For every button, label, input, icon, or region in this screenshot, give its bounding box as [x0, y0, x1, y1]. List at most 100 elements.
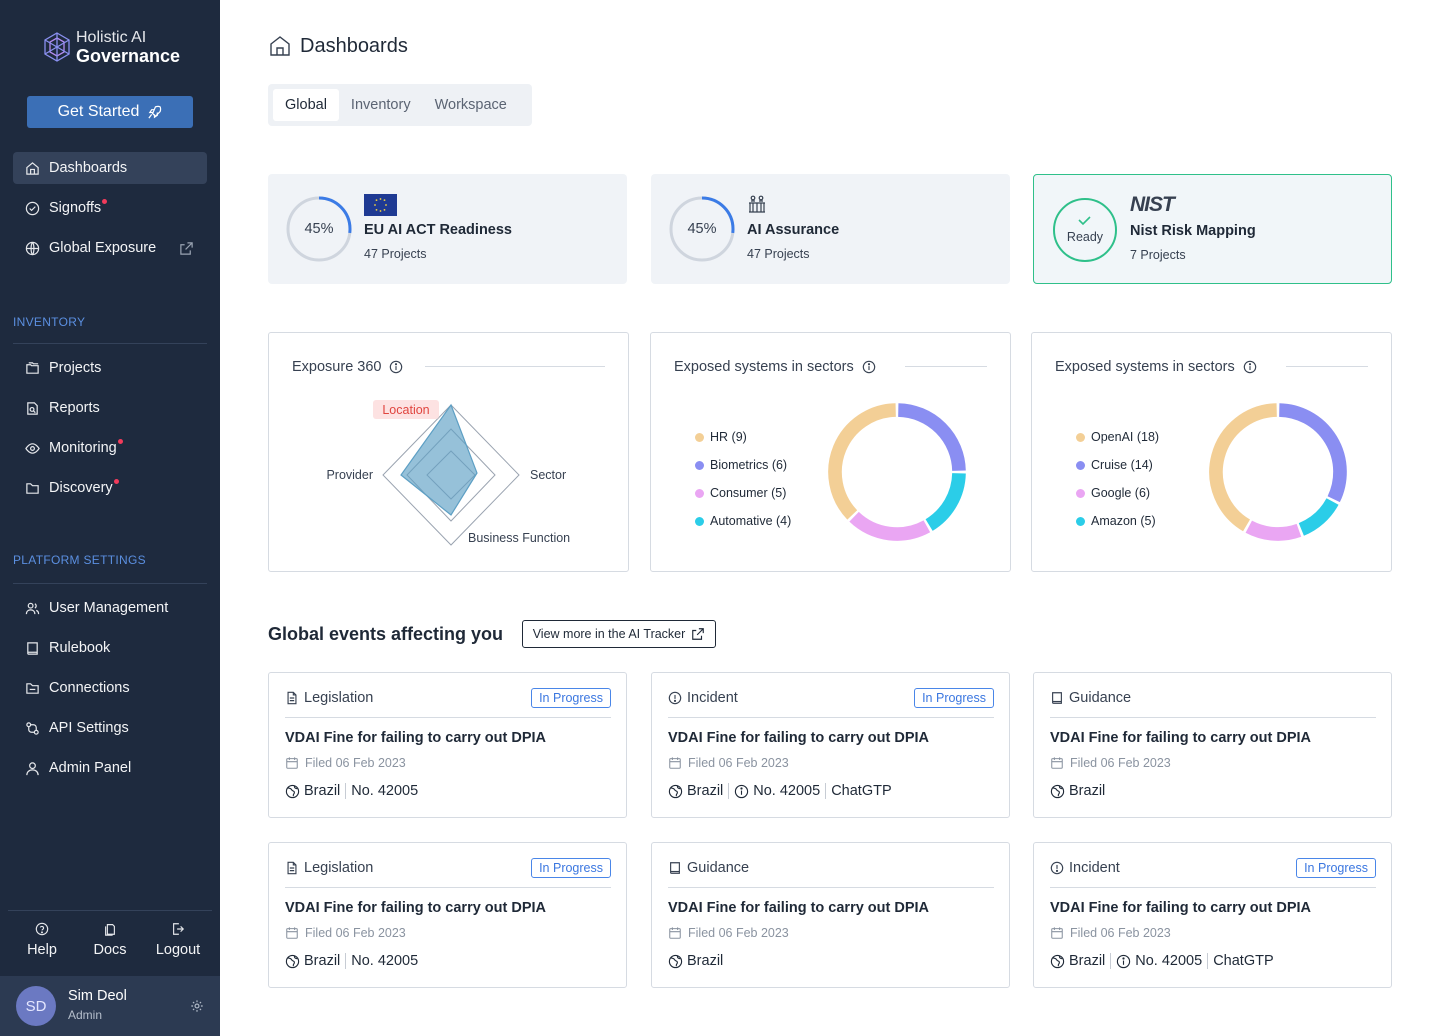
event-country: Brazil [304, 783, 341, 799]
donut-slice-hr[interactable] [828, 403, 897, 520]
legend-swatch [1076, 488, 1085, 498]
globe-icon [668, 784, 683, 798]
chart-title-text: Exposure 360 [292, 359, 382, 375]
chart-title: Exposed systems in sectors [1055, 359, 1257, 375]
event-title[interactable]: VDAI Fine for failing to carry out DPIA [668, 900, 930, 916]
tab-inventory[interactable]: Inventory [350, 97, 411, 113]
globe-icon [1050, 784, 1065, 798]
event-system: ChatGTP [1213, 953, 1274, 969]
sidebar-item-dashboards[interactable]: Dashboards [13, 152, 207, 184]
legend-item: Consumer (5) [695, 479, 791, 507]
event-card[interactable]: Legislation In Progress VDAI Fine for fail… [268, 672, 627, 818]
event-title[interactable]: VDAI Fine for failing to carry out DPIA [1050, 900, 1312, 916]
donut-slice-amazon[interactable] [1298, 497, 1339, 536]
event-type-label: Guidance [687, 860, 750, 876]
help-link[interactable]: Help [12, 922, 72, 958]
event-title[interactable]: VDAI Fine for failing to carry out DPIA [1050, 730, 1312, 746]
meta-separator [728, 783, 730, 799]
document-icon [287, 691, 297, 705]
donut-slice-consumer[interactable] [849, 511, 931, 541]
meta-separator [345, 783, 347, 799]
sidebar-item-label: Discovery [49, 480, 113, 496]
legend-label: Cruise (14) [1091, 458, 1153, 472]
event-type: Legislation [285, 690, 373, 706]
filed-text: Filed 06 Feb 2023 [1070, 926, 1171, 940]
legend-swatch [695, 460, 704, 470]
brand-name: Holistic AI [76, 29, 147, 46]
event-meta: Brazil No. 42005 ChatGTP [1050, 953, 1274, 969]
sidebar-item-label: User Management [49, 600, 169, 616]
sidebar-item-rulebook[interactable]: Rulebook [13, 632, 207, 664]
event-card[interactable]: Incident In Progress VDAI Fine for failing… [1033, 842, 1392, 988]
event-title[interactable]: VDAI Fine for failing to carry out DPIA [668, 730, 930, 746]
sidebar-item-admin-panel[interactable]: Admin Panel [13, 752, 207, 784]
card-divider [668, 887, 994, 888]
eu-ai-act-card[interactable]: 45% EU AI ACT Readiness 47 Projects [268, 174, 627, 284]
meta-separator [1207, 953, 1209, 969]
event-country: Brazil [1069, 783, 1106, 799]
event-filed-date: Filed 06 Feb 2023 [668, 926, 789, 940]
tab-global[interactable]: Global [273, 89, 339, 121]
filed-text: Filed 06 Feb 2023 [688, 756, 789, 770]
platform-settings-section-label: PLATFORM SETTINGS [13, 553, 146, 567]
donut-slice-openai[interactable] [1209, 403, 1278, 532]
event-title[interactable]: VDAI Fine for failing to carry out DPIA [285, 730, 547, 746]
ai-assurance-card[interactable]: 45% AI Assurance 47 Projects [651, 174, 1010, 284]
event-card[interactable]: Legislation In Progress VDAI Fine for fail… [268, 842, 627, 988]
eye-icon [25, 442, 40, 454]
gear-icon[interactable] [190, 999, 204, 1013]
legend-swatch [695, 432, 704, 442]
sidebar-item-connections[interactable]: Connections [13, 672, 207, 704]
event-number: No. 42005 [1135, 953, 1203, 969]
ai-tracker-button[interactable]: View more in the AI Tracker [522, 620, 716, 648]
event-country: Brazil [687, 953, 724, 969]
sidebar-item-api-settings[interactable]: API Settings [13, 712, 207, 744]
event-filed-date: Filed 06 Feb 2023 [1050, 756, 1171, 770]
users-icon [25, 602, 40, 614]
calendar-icon [286, 927, 298, 939]
legend-label: Biometrics (6) [710, 458, 788, 472]
docs-link[interactable]: Docs [80, 922, 140, 958]
sidebar-item-reports[interactable]: Reports [13, 392, 207, 424]
info-icon[interactable] [389, 360, 403, 374]
info-icon[interactable] [862, 360, 876, 374]
sidebar-item-discovery[interactable]: Discovery [13, 472, 207, 504]
filed-text: Filed 06 Feb 2023 [305, 926, 406, 940]
event-card[interactable]: Guidance VDAI Fine for failing to carry o… [1033, 672, 1392, 818]
donut-slice-google[interactable] [1245, 520, 1302, 541]
donut-slice-automative[interactable] [925, 472, 966, 531]
legend-swatch [695, 488, 704, 498]
get-started-button[interactable]: Get Started [27, 96, 193, 128]
notification-dot [113, 478, 119, 484]
sidebar-item-signoffs[interactable]: Signoffs [13, 192, 207, 224]
event-card[interactable]: Incident In Progress VDAI Fine for failing… [651, 672, 1010, 818]
donut-slice-biometrics[interactable] [897, 403, 966, 472]
docs-label: Docs [93, 942, 127, 958]
chart-title-text: Exposed systems in sectors [674, 359, 854, 375]
donut-slice-cruise[interactable] [1278, 403, 1347, 503]
sidebar-item-monitoring[interactable]: Monitoring [13, 432, 207, 464]
tab-workspace[interactable]: Workspace [434, 97, 507, 113]
user-profile[interactable]: SD Sim Deol Admin [0, 976, 220, 1036]
logout-link[interactable]: Logout [148, 922, 208, 958]
event-meta: Brazil No. 42005 ChatGTP [668, 783, 892, 799]
exposure-360-card: Exposure 360 Location Sector Business Fu… [268, 332, 629, 572]
axis-label-location: Location [382, 403, 429, 417]
sidebar-item-global-exposure[interactable]: Global Exposure [13, 232, 207, 264]
event-card[interactable]: Guidance VDAI Fine for failing to carry o… [651, 842, 1010, 988]
legend-label: Automative (4) [710, 514, 792, 528]
nist-risk-card[interactable]: Ready NIST Nist Risk Mapping 7 Projects [1033, 174, 1392, 284]
progress-fill [286, 196, 352, 262]
brand[interactable]: Holistic AI Governance [40, 28, 180, 66]
chart-title: Exposure 360 [292, 359, 403, 375]
info-icon[interactable] [1243, 360, 1257, 374]
title-divider [905, 366, 987, 367]
sidebar-item-projects[interactable]: Projects [13, 352, 207, 384]
external-link-icon [180, 242, 193, 255]
logout-icon [173, 923, 185, 935]
sidebar-item-user-management[interactable]: User Management [13, 592, 207, 624]
event-title[interactable]: VDAI Fine for failing to carry out DPIA [285, 900, 547, 916]
donut-chart [828, 403, 966, 541]
ready-ring [1053, 198, 1117, 262]
help-label: Help [27, 942, 57, 958]
